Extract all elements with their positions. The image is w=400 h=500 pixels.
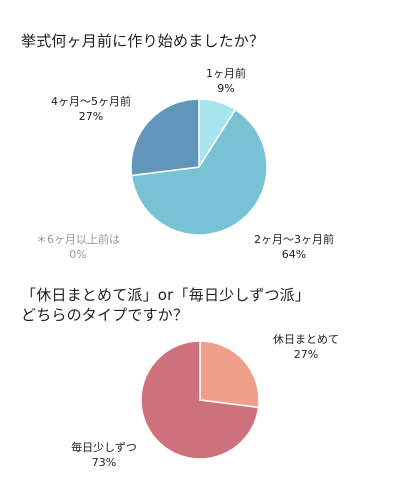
chart1-label-4to5months: 4ヶ月〜5ヶ月前 27% xyxy=(41,94,141,124)
chart2-title-line2: どちらのタイプですか？ xyxy=(21,306,189,324)
chart1-label-1month-value: 9% xyxy=(217,82,235,95)
chart1-label-4to5months-name: 4ヶ月〜5ヶ月前 xyxy=(51,95,131,108)
chart2-slice-0 xyxy=(199,340,260,409)
chart2-label-daily-name: 毎日少しずつ xyxy=(71,441,137,454)
chart2-label-daily: 毎日少しずつ 73% xyxy=(64,440,144,470)
chart1-label-1month-name: 1ヶ月前 xyxy=(206,67,246,80)
chart2-label-daily-value: 73% xyxy=(91,456,117,469)
chart1-label-4to5months-value: 27% xyxy=(78,110,104,123)
chart2-label-weekend-name: 休日まとめて xyxy=(273,333,339,346)
chart1-slice-1 xyxy=(130,108,268,236)
chart2-label-weekend-value: 27% xyxy=(293,348,319,361)
chart1-label-6months-plus-name: ＊6ヶ月以上前は xyxy=(36,233,120,246)
chart1-label-1month: 1ヶ月前 9% xyxy=(188,66,264,96)
chart1-label-6months-plus-value: 0% xyxy=(69,248,87,261)
chart1-label-6months-plus: ＊6ヶ月以上前は 0% xyxy=(28,232,128,262)
chart1-label-2to3months: 2ヶ月〜3ヶ月前 64% xyxy=(244,232,344,262)
chart1-label-2to3months-value: 64% xyxy=(281,248,307,261)
chart1-title: 挙式何ヶ月前に作り始めましたか？ xyxy=(21,32,265,50)
chart1-label-2to3months-name: 2ヶ月〜3ヶ月前 xyxy=(254,233,334,246)
chart2-slice-1 xyxy=(140,340,260,460)
chart2-title-line1: 「休日まとめて派」or「毎日少しずつ派」 xyxy=(21,286,311,304)
chart2-label-weekend: 休日まとめて 27% xyxy=(266,332,346,362)
chart1-slice-3 xyxy=(130,98,200,177)
